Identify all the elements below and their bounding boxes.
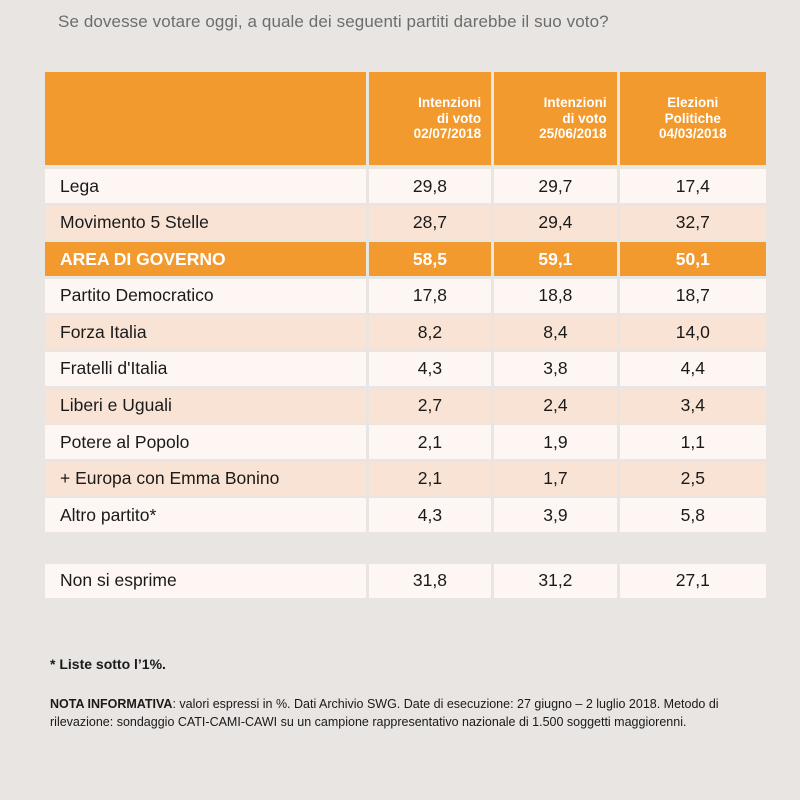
table-row-altro: Altro partito* 4,3 3,9 5,8 — [45, 498, 766, 533]
party-label: Forza Italia — [45, 315, 366, 350]
value-cell: 50,1 — [619, 242, 766, 277]
table-row-pap: Potere al Popolo 2,1 1,9 1,1 — [45, 425, 766, 460]
table-row-piu-europa: + Europa con Emma Bonino 2,1 1,7 2,5 — [45, 461, 766, 496]
asterisk-note: * Liste sotto l’1%. — [50, 656, 166, 672]
table-header-row: Intenzioni di voto 02/07/2018 Intenzioni… — [45, 72, 766, 165]
party-label: Non si esprime — [45, 563, 366, 598]
table-row-pd: Partito Democratico 17,8 18,8 18,7 — [45, 278, 766, 313]
info-note-label: NOTA INFORMATIVA — [50, 697, 173, 711]
party-label: Movimento 5 Stelle — [45, 205, 366, 240]
value-cell: 31,2 — [494, 563, 617, 598]
value-cell: 2,7 — [368, 388, 492, 423]
info-note: NOTA INFORMATIVA: valori espressi in %. … — [50, 695, 770, 731]
value-cell: 1,9 — [494, 425, 617, 460]
party-label: Fratelli d'Italia — [45, 351, 366, 386]
party-label: Partito Democratico — [45, 278, 366, 313]
header-col-1: Intenzioni di voto 02/07/2018 — [368, 72, 492, 165]
party-label: Altro partito* — [45, 498, 366, 533]
value-cell: 4,3 — [368, 351, 492, 386]
value-cell: 27,1 — [619, 563, 766, 598]
value-cell: 2,5 — [619, 461, 766, 496]
value-cell: 17,4 — [619, 169, 766, 203]
value-cell: 2,1 — [368, 461, 492, 496]
header-col-1-line-3: 02/07/2018 — [413, 126, 482, 142]
value-cell: 31,8 — [368, 563, 492, 598]
results-table: Intenzioni di voto 02/07/2018 Intenzioni… — [45, 72, 766, 601]
value-cell: 1,1 — [619, 425, 766, 460]
info-note-text: : valori espressi in %. Dati Archivio SW… — [50, 697, 719, 729]
value-cell: 29,4 — [494, 205, 617, 240]
table-row-non-si-esprime: Non si esprime 31,8 31,2 27,1 — [45, 563, 766, 598]
header-col-2: Intenzioni di voto 25/06/2018 — [494, 72, 617, 165]
header-col-3-line-3: 04/03/2018 — [659, 126, 727, 142]
header-col-3: Elezioni Politiche 04/03/2018 — [619, 72, 766, 165]
table-row-m5s: Movimento 5 Stelle 28,7 29,4 32,7 — [45, 205, 766, 240]
table-row-leu: Liberi e Uguali 2,7 2,4 3,4 — [45, 388, 766, 423]
value-cell: 59,1 — [494, 242, 617, 277]
value-cell: 2,4 — [494, 388, 617, 423]
value-cell: 8,2 — [368, 315, 492, 350]
value-cell: 4,4 — [619, 351, 766, 386]
header-col-2-line-1: Intenzioni — [543, 95, 607, 111]
table-row-lega: Lega 29,8 29,7 17,4 — [45, 169, 766, 203]
survey-question: Se dovesse votare oggi, a quale dei segu… — [58, 12, 609, 31]
value-cell: 5,8 — [619, 498, 766, 533]
value-cell: 32,7 — [619, 205, 766, 240]
value-cell: 14,0 — [619, 315, 766, 350]
value-cell: 4,3 — [368, 498, 492, 533]
value-cell: 3,9 — [494, 498, 617, 533]
value-cell: 3,4 — [619, 388, 766, 423]
value-cell: 3,8 — [494, 351, 617, 386]
value-cell: 28,7 — [368, 205, 492, 240]
value-cell: 1,7 — [494, 461, 617, 496]
party-label: + Europa con Emma Bonino — [45, 461, 366, 496]
value-cell: 29,7 — [494, 169, 617, 203]
party-label: Lega — [45, 169, 366, 203]
table-row-area-di-governo: AREA DI GOVERNO 58,5 59,1 50,1 — [45, 242, 766, 277]
header-col-1-line-2: di voto — [436, 110, 482, 126]
value-cell: 18,8 — [494, 278, 617, 313]
table-row-fdi: Fratelli d'Italia 4,3 3,8 4,4 — [45, 351, 766, 386]
party-label: Potere al Popolo — [45, 425, 366, 460]
header-blank-cell — [45, 72, 366, 165]
value-cell: 58,5 — [368, 242, 492, 277]
header-col-2-line-2: di voto — [562, 110, 607, 126]
table-row-forza-italia: Forza Italia 8,2 8,4 14,0 — [45, 315, 766, 350]
value-cell: 29,8 — [368, 169, 492, 203]
value-cell: 8,4 — [494, 315, 617, 350]
value-cell: 2,1 — [368, 425, 492, 460]
header-col-3-line-1: Elezioni — [667, 95, 719, 111]
table-spacer — [45, 535, 766, 564]
header-col-1-line-1: Intenzioni — [418, 95, 482, 111]
header-col-3-line-2: Politiche — [664, 110, 721, 126]
header-col-2-line-3: 25/06/2018 — [539, 126, 607, 142]
value-cell: 17,8 — [368, 278, 492, 313]
party-label: Liberi e Uguali — [45, 388, 366, 423]
value-cell: 18,7 — [619, 278, 766, 313]
party-label: AREA DI GOVERNO — [45, 242, 366, 277]
